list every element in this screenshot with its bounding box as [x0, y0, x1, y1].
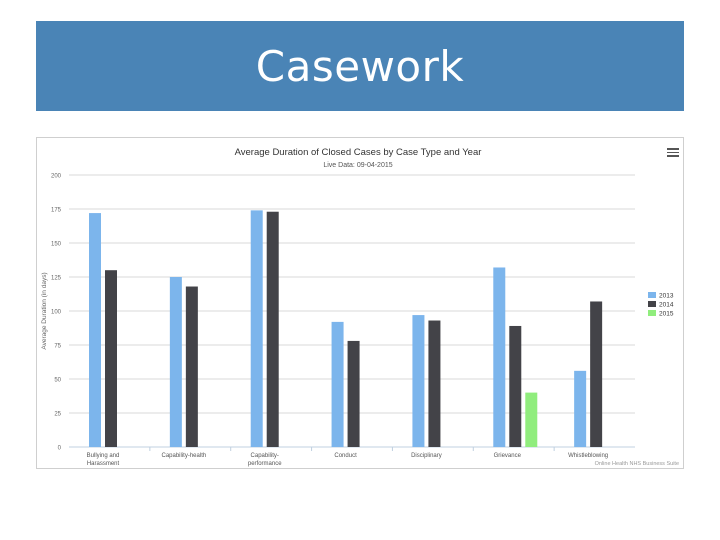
y-tick-label: 175: [51, 208, 62, 214]
x-tick-label: Disciplinary: [411, 453, 442, 459]
chart-subtitle: Live Data: 09-04-2015: [323, 162, 392, 169]
bar-2013-6[interactable]: [574, 370, 587, 447]
y-tick-label: 200: [51, 174, 62, 180]
bar-2014-1[interactable]: [185, 286, 198, 447]
bar-2014-4[interactable]: [428, 320, 441, 447]
legend[interactable]: 2013 2014 2015: [648, 292, 674, 318]
bar-2014-2[interactable]: [266, 211, 279, 447]
x-tick-label: Conduct: [334, 453, 357, 459]
legend-swatch[interactable]: [648, 310, 656, 316]
bars-layer: [89, 210, 603, 451]
y-tick-label: 100: [51, 310, 62, 316]
legend-item-2014[interactable]: 2014: [659, 302, 674, 309]
bar-2014-3[interactable]: [347, 340, 360, 447]
x-tick-label: Whistleblowing: [568, 453, 608, 459]
chart-menu-icon[interactable]: [667, 146, 679, 158]
bar-2015-5[interactable]: [525, 392, 538, 447]
chart-title: Average Duration of Closed Cases by Case…: [235, 147, 482, 158]
legend-item-2013[interactable]: 2013: [659, 293, 674, 300]
x-tick-label: Capability-health: [162, 453, 207, 459]
bar-2014-6[interactable]: [590, 301, 603, 447]
chart-svg: Average Duration of Closed Cases by Case…: [41, 147, 679, 467]
y-tick-label: 0: [58, 446, 62, 452]
chart-container: Average Duration of Closed Cases by Case…: [36, 137, 684, 469]
bar-2013-3[interactable]: [331, 321, 344, 447]
slide-title: Casework: [255, 41, 465, 91]
title-bar: Casework: [36, 21, 684, 111]
y-tick-label: 25: [54, 412, 61, 418]
legend-swatch[interactable]: [648, 301, 656, 307]
y-axis-label: Average Duration (in days): [41, 272, 48, 349]
y-tick-label: 50: [54, 378, 61, 384]
bar-2013-4[interactable]: [412, 315, 425, 447]
bar-2014-0[interactable]: [105, 270, 117, 447]
bar-2013-2[interactable]: [250, 210, 263, 447]
x-tick-label: Bullying and Harassment: [87, 453, 120, 467]
legend-swatch[interactable]: [648, 292, 656, 298]
chart-credits[interactable]: Online Health NHS Business Suite: [595, 461, 679, 467]
bar-2013-5[interactable]: [493, 267, 506, 447]
bar-2013-1[interactable]: [169, 277, 182, 447]
legend-item-2015[interactable]: 2015: [659, 311, 674, 318]
bar-2014-5[interactable]: [509, 325, 522, 447]
x-axis-labels: Bullying and Harassment Capability-health C…: [87, 453, 609, 467]
x-tick-label: Capability-performance: [248, 453, 282, 467]
y-tick-label: 75: [54, 344, 61, 350]
x-tick-label: Grievance: [494, 453, 522, 459]
y-tick-label: 125: [51, 276, 62, 282]
y-tick-label: 150: [51, 242, 62, 248]
bar-2013-0[interactable]: [89, 213, 101, 447]
